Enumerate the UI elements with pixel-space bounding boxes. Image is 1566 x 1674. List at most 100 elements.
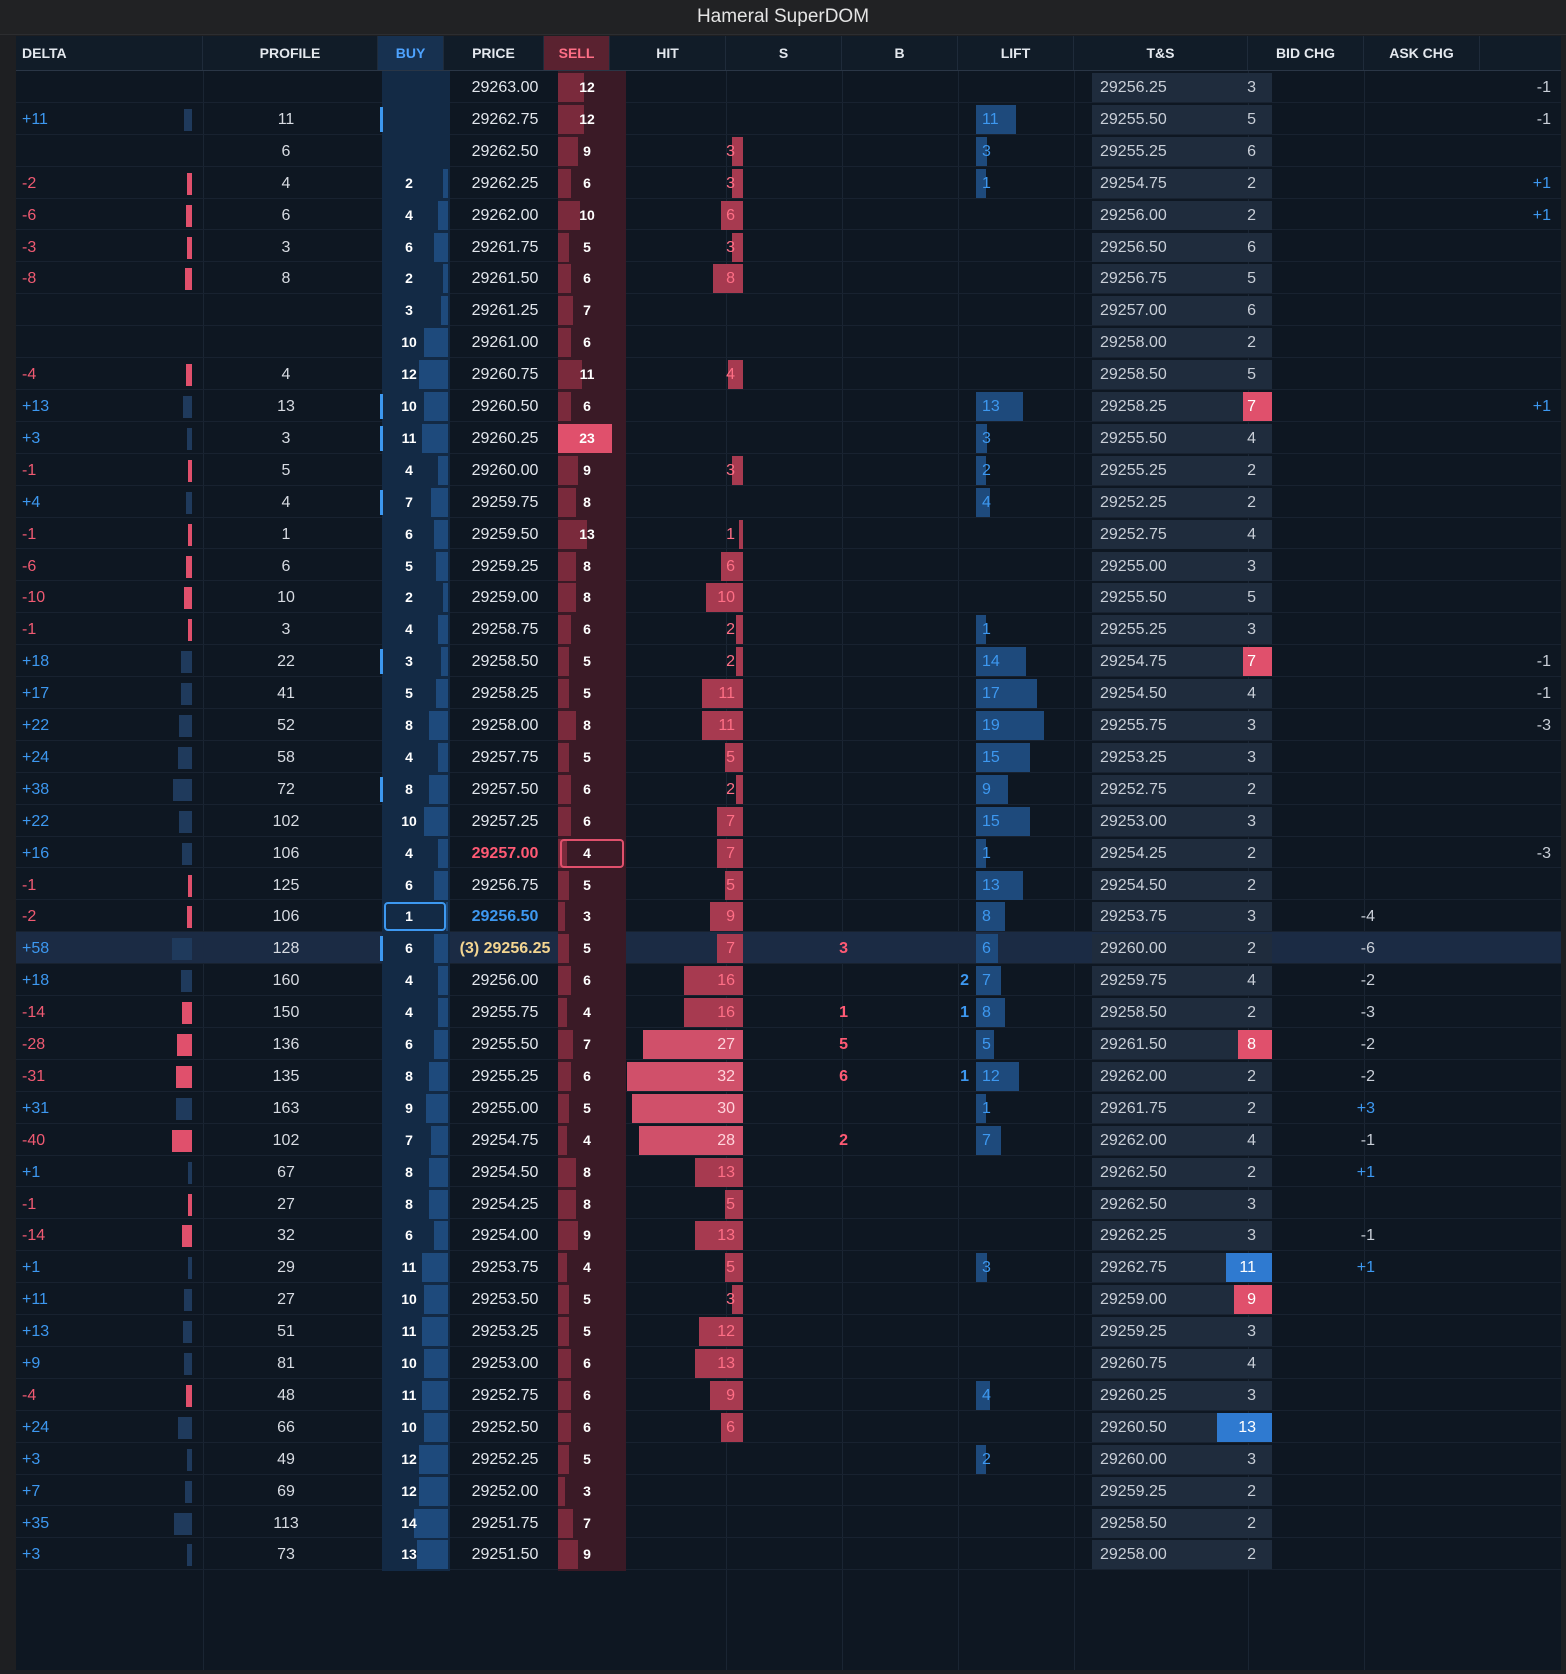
ladder-row[interactable]: -1 125 6 29256.75 5 5 13 29254.50 2 <box>16 868 1561 902</box>
buy-cell[interactable]: 5 <box>382 549 450 583</box>
header-ask-chg[interactable]: ASK CHG <box>1364 36 1480 70</box>
buy-cell[interactable]: 12 <box>382 1442 450 1476</box>
ladder-row[interactable]: -6 6 4 29262.00 10 6 29256.00 2 +1 <box>16 198 1561 232</box>
header-bid-chg[interactable]: BID CHG <box>1248 36 1364 70</box>
ladder-row[interactable]: +18 22 3 29258.50 5 2 14 29254.75 7 -1 <box>16 645 1561 679</box>
ladder-row[interactable]: +3 49 12 29252.25 5 2 29260.00 3 <box>16 1442 1561 1476</box>
sell-cell[interactable]: 5 <box>558 1442 626 1476</box>
header-b[interactable]: B <box>842 36 958 70</box>
sell-cell[interactable]: 5 <box>558 1091 626 1125</box>
buy-cell[interactable]: 2 <box>382 166 450 200</box>
sell-cell[interactable]: 8 <box>558 485 626 519</box>
price-level[interactable]: 29259.25 <box>471 557 539 575</box>
price-level[interactable]: 29262.00 <box>471 206 539 224</box>
buy-cell[interactable]: 10 <box>382 1347 450 1380</box>
price-level[interactable]: 29252.75 <box>471 1386 539 1404</box>
buy-cell[interactable]: 14 <box>382 1506 450 1540</box>
ladder-row[interactable]: +9 81 10 29253.00 6 13 29260.75 4 <box>16 1347 1561 1380</box>
header-buy[interactable]: BUY <box>378 36 444 70</box>
sell-cell[interactable]: 5 <box>558 868 626 902</box>
buy-cell[interactable]: 2 <box>382 262 450 296</box>
ladder-row[interactable]: +38 72 8 29257.50 6 2 9 29252.75 2 <box>16 772 1561 806</box>
buy-cell[interactable]: 12 <box>382 1474 450 1508</box>
ladder-row[interactable]: -31 135 8 29255.25 6 32 6 1 12 29262.00 2 -2 <box>16 1059 1561 1093</box>
price-level[interactable]: 29251.75 <box>471 1514 539 1532</box>
ladder-row[interactable]: +17 41 5 29258.25 5 11 17 29254.50 4 -1 <box>16 677 1561 711</box>
buy-cell[interactable]: 2 <box>382 581 450 615</box>
price-level[interactable]: 29260.50 <box>471 398 539 415</box>
price-level[interactable]: 29256.00 <box>471 972 539 990</box>
ladder-row[interactable]: -4 48 11 29252.75 6 9 4 29260.25 3 <box>16 1378 1561 1412</box>
buy-cell[interactable]: 11 <box>382 1315 450 1349</box>
buy-cell[interactable]: 10 <box>382 326 450 360</box>
ladder-row[interactable]: 6 29262.50 9 3 3 29255.25 6 <box>16 134 1561 168</box>
ladder-row[interactable]: +35 113 14 29251.75 7 29258.50 2 <box>16 1506 1561 1540</box>
sell-cell[interactable]: 6 <box>558 326 626 360</box>
sell-cell[interactable]: 5 <box>558 740 626 774</box>
price-level[interactable]: 29258.75 <box>471 621 539 639</box>
ladder-row[interactable]: 10 29261.00 6 29258.00 2 <box>16 326 1561 360</box>
buy-cell[interactable]: 10 <box>380 390 450 423</box>
buy-cell[interactable]: 4 <box>382 613 450 647</box>
price-level[interactable]: 29253.50 <box>471 1291 539 1309</box>
price-level[interactable]: 29254.00 <box>471 1227 539 1245</box>
ladder-row[interactable]: +1 67 8 29254.50 8 13 29262.50 2 +1 <box>16 1155 1561 1189</box>
buy-cell[interactable]: 4 <box>382 198 450 232</box>
buy-cell[interactable]: 8 <box>382 709 450 742</box>
sell-cell[interactable]: 3 <box>558 900 626 934</box>
sell-cell[interactable]: 8 <box>558 1187 626 1221</box>
price-level[interactable]: 29255.25 <box>471 1067 539 1085</box>
price-level[interactable]: 29260.00 <box>471 461 539 479</box>
price-level[interactable]: 29254.25 <box>471 1195 539 1213</box>
sell-cell[interactable]: 12 <box>558 71 626 104</box>
sell-cell[interactable]: 11 <box>558 358 626 392</box>
buy-cell[interactable]: 8 <box>382 1059 450 1093</box>
buy-cell[interactable]: 13 <box>382 1538 450 1572</box>
ladder-row[interactable]: -14 32 6 29254.00 9 13 29262.25 3 -1 <box>16 1219 1561 1253</box>
sell-cell[interactable]: 9 <box>558 453 626 487</box>
price-level[interactable]: 29256.75 <box>471 876 539 894</box>
sell-cell[interactable]: 8 <box>558 1155 626 1189</box>
price-level[interactable]: 29262.25 <box>471 174 539 192</box>
price-level[interactable]: 29256.50 <box>471 908 539 926</box>
price-level[interactable]: 29258.00 <box>471 717 539 734</box>
price-level[interactable]: (3) 29256.25 <box>459 940 551 958</box>
ladder-row[interactable]: 29263.00 12 29256.25 3 -1 <box>16 71 1561 104</box>
buy-cell[interactable]: 6 <box>382 517 450 551</box>
buy-cell[interactable]: 11 <box>382 1251 450 1285</box>
price-level[interactable]: 29255.00 <box>471 1099 539 1117</box>
buy-cell[interactable]: 10 <box>382 1283 450 1317</box>
buy-cell[interactable]: 11 <box>380 421 450 455</box>
ladder-row[interactable]: +24 66 10 29252.50 6 6 29260.50 13 <box>16 1410 1561 1444</box>
ladder-row[interactable]: +3 3 11 29260.25 23 3 29255.50 4 <box>16 421 1561 455</box>
sell-cell[interactable]: 4 <box>558 1251 626 1285</box>
sell-cell[interactable]: 6 <box>558 772 626 806</box>
sell-cell[interactable]: 8 <box>558 581 626 615</box>
buy-cell[interactable]: 4 <box>382 836 450 870</box>
sell-cell[interactable]: 8 <box>558 549 626 583</box>
sell-cell[interactable]: 9 <box>558 134 626 168</box>
ladder-row[interactable]: +13 13 10 29260.50 6 13 29258.25 7 +1 <box>16 390 1561 423</box>
price-level[interactable]: 29257.00 <box>471 844 539 862</box>
header-lift[interactable]: LIFT <box>958 36 1074 70</box>
price-level[interactable]: 29261.75 <box>471 238 539 256</box>
sell-cell[interactable]: 5 <box>558 677 626 711</box>
sell-cell[interactable]: 5 <box>558 932 626 966</box>
sell-cell[interactable]: 6 <box>558 964 626 998</box>
sell-cell[interactable]: 5 <box>558 645 626 679</box>
sell-cell[interactable]: 12 <box>558 102 626 136</box>
sell-cell[interactable]: 4 <box>558 996 626 1030</box>
buy-cell[interactable]: 10 <box>382 1410 450 1444</box>
price-level[interactable]: 29258.50 <box>471 653 539 671</box>
ladder-row[interactable]: -28 136 6 29255.50 7 27 5 5 29261.50 8 -2 <box>16 1028 1561 1061</box>
sell-cell[interactable]: 6 <box>558 390 626 423</box>
buy-cell[interactable]: 12 <box>382 358 450 392</box>
ladder-row[interactable]: 3 29261.25 7 29257.00 6 <box>16 294 1561 328</box>
sell-cell[interactable]: 6 <box>558 166 626 200</box>
buy-cell[interactable]: 5 <box>382 677 450 711</box>
sell-cell[interactable]: 3 <box>558 1474 626 1508</box>
price-level[interactable]: 29252.25 <box>471 1450 539 1468</box>
price-level[interactable]: 29263.00 <box>471 79 539 96</box>
sell-cell[interactable]: 8 <box>558 709 626 742</box>
ladder-row[interactable]: +4 4 7 29259.75 8 4 29252.25 2 <box>16 485 1561 519</box>
